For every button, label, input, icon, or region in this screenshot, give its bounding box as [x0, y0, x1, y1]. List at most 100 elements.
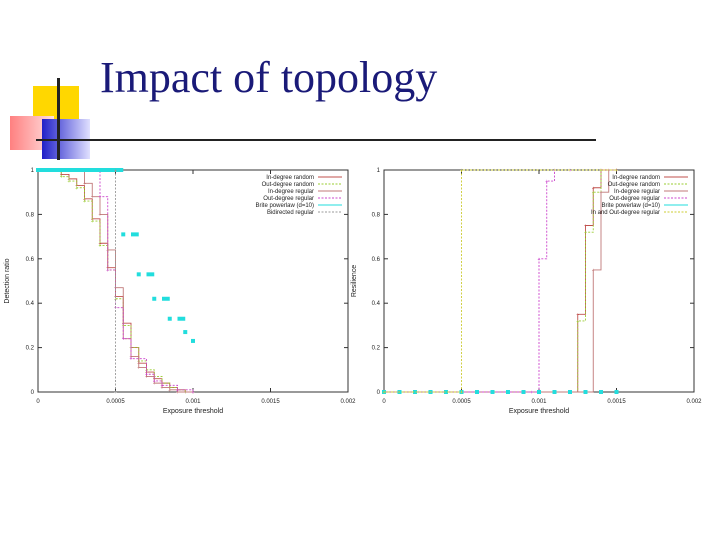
data-point: +: [91, 217, 94, 223]
data-point: [475, 390, 479, 394]
data-point: +: [184, 390, 187, 396]
x-axis-label: Exposure threshold: [163, 408, 223, 415]
data-point: +: [153, 381, 156, 387]
data-point: +: [576, 319, 579, 325]
legend-label: Brite powerlaw (d=10): [255, 203, 314, 209]
data-point: [506, 390, 510, 394]
legend-label: Out-degree random: [262, 182, 314, 188]
data-point: [583, 390, 588, 394]
data-point: +: [75, 184, 78, 190]
legend-label: In-degree regular: [268, 189, 314, 195]
data-point: +: [383, 390, 386, 396]
data-point: +: [592, 268, 595, 274]
data-point: +: [68, 179, 71, 185]
y-tick-label: 1: [31, 168, 35, 174]
data-point: +: [576, 312, 579, 318]
data-point: [115, 168, 124, 172]
data-point: [38, 168, 116, 172]
data-point: +: [99, 241, 102, 247]
data-point: [413, 390, 417, 394]
y-tick-label: 1: [377, 168, 381, 174]
data-point: [162, 296, 170, 301]
data-point: +: [538, 257, 541, 263]
data-point: +: [145, 372, 148, 378]
data-point: +: [91, 195, 94, 201]
data-point: +: [584, 230, 587, 236]
series-brite-powerlaw-d-10-: [36, 168, 195, 343]
data-point: [444, 390, 448, 394]
data-point: +: [584, 224, 587, 230]
data-point: [521, 390, 526, 394]
y-tick-label: 0.4: [372, 301, 381, 307]
left-chart: 0 0.0005 0.001 0.0015 0.002 0 0.2 0.4 0.6 0.8 1 Exp…: [4, 168, 356, 415]
data-point: +: [460, 390, 463, 396]
y-tick-label: 0.6: [372, 257, 381, 263]
data-point: +: [192, 390, 195, 396]
data-point: +: [600, 168, 603, 174]
data-point: +: [137, 366, 140, 372]
data-point: +: [114, 306, 117, 312]
data-point: [183, 330, 188, 335]
data-point: [146, 272, 155, 277]
data-point: [614, 390, 619, 394]
y-tick-label: 0: [377, 390, 381, 396]
data-point: +: [168, 388, 171, 394]
data-point: [177, 316, 186, 321]
x-tick-label: 0.001: [531, 399, 547, 405]
data-point: +: [176, 390, 179, 396]
y-tick-label: 0: [31, 390, 35, 396]
x-tick-label: 0.0015: [261, 399, 280, 405]
data-point: +: [615, 168, 618, 174]
series-out-degree-regular: +++++++: [383, 168, 619, 396]
data-point: +: [99, 243, 102, 249]
legend-label: Brite powerlaw (d=10): [601, 203, 660, 209]
data-point: +: [99, 212, 102, 218]
data-point: [599, 390, 603, 394]
data-point: +: [607, 168, 610, 174]
x-tick-label: 0.0005: [452, 399, 471, 405]
slide-title: Impact of topology: [100, 53, 438, 102]
data-point: +: [91, 219, 94, 225]
y-axis-label: Detection ratio: [4, 258, 11, 303]
data-point: [167, 316, 172, 321]
data-point: +: [600, 190, 603, 196]
data-point: +: [553, 168, 556, 174]
series-line: [384, 169, 617, 393]
data-point: +: [99, 195, 102, 201]
x-tick-label: 0.0005: [106, 399, 125, 405]
data-point: +: [592, 186, 595, 192]
data-point: [136, 272, 141, 277]
data-point: +: [615, 168, 618, 174]
x-tick-label: 0.0015: [607, 399, 626, 405]
series-in-and-out-degree-regular: + ++ +: [383, 168, 619, 396]
legend-label: In and Out-degree regular: [591, 210, 660, 216]
y-tick-label: 0.8: [372, 212, 381, 218]
data-point: +: [184, 390, 187, 396]
data-point: [568, 390, 572, 394]
data-point: +: [615, 168, 618, 174]
data-point: +: [615, 168, 618, 174]
data-point: [121, 232, 126, 237]
data-point: [131, 232, 139, 237]
y-tick-label: 0.2: [26, 346, 35, 352]
data-point: [152, 296, 157, 301]
series-line: [384, 169, 617, 393]
legend-label: Out-degree regular: [263, 196, 314, 202]
data-point: +: [83, 181, 86, 187]
data-point: +: [615, 168, 618, 174]
data-point: [191, 338, 195, 343]
data-point: +: [153, 379, 156, 385]
data-point: +: [192, 390, 195, 396]
series-line: [384, 169, 617, 393]
x-tick-label: 0.002: [686, 399, 702, 405]
data-point: +: [460, 168, 463, 174]
series-in-degree-random: +++++++: [383, 168, 619, 396]
data-point: +: [130, 357, 133, 363]
data-point: +: [83, 197, 86, 203]
data-point: +: [122, 337, 125, 343]
data-point: +: [161, 383, 164, 389]
x-tick-label: 0: [36, 399, 40, 405]
data-point: +: [145, 374, 148, 380]
series-in-degree-regular: ++++++: [383, 168, 619, 396]
